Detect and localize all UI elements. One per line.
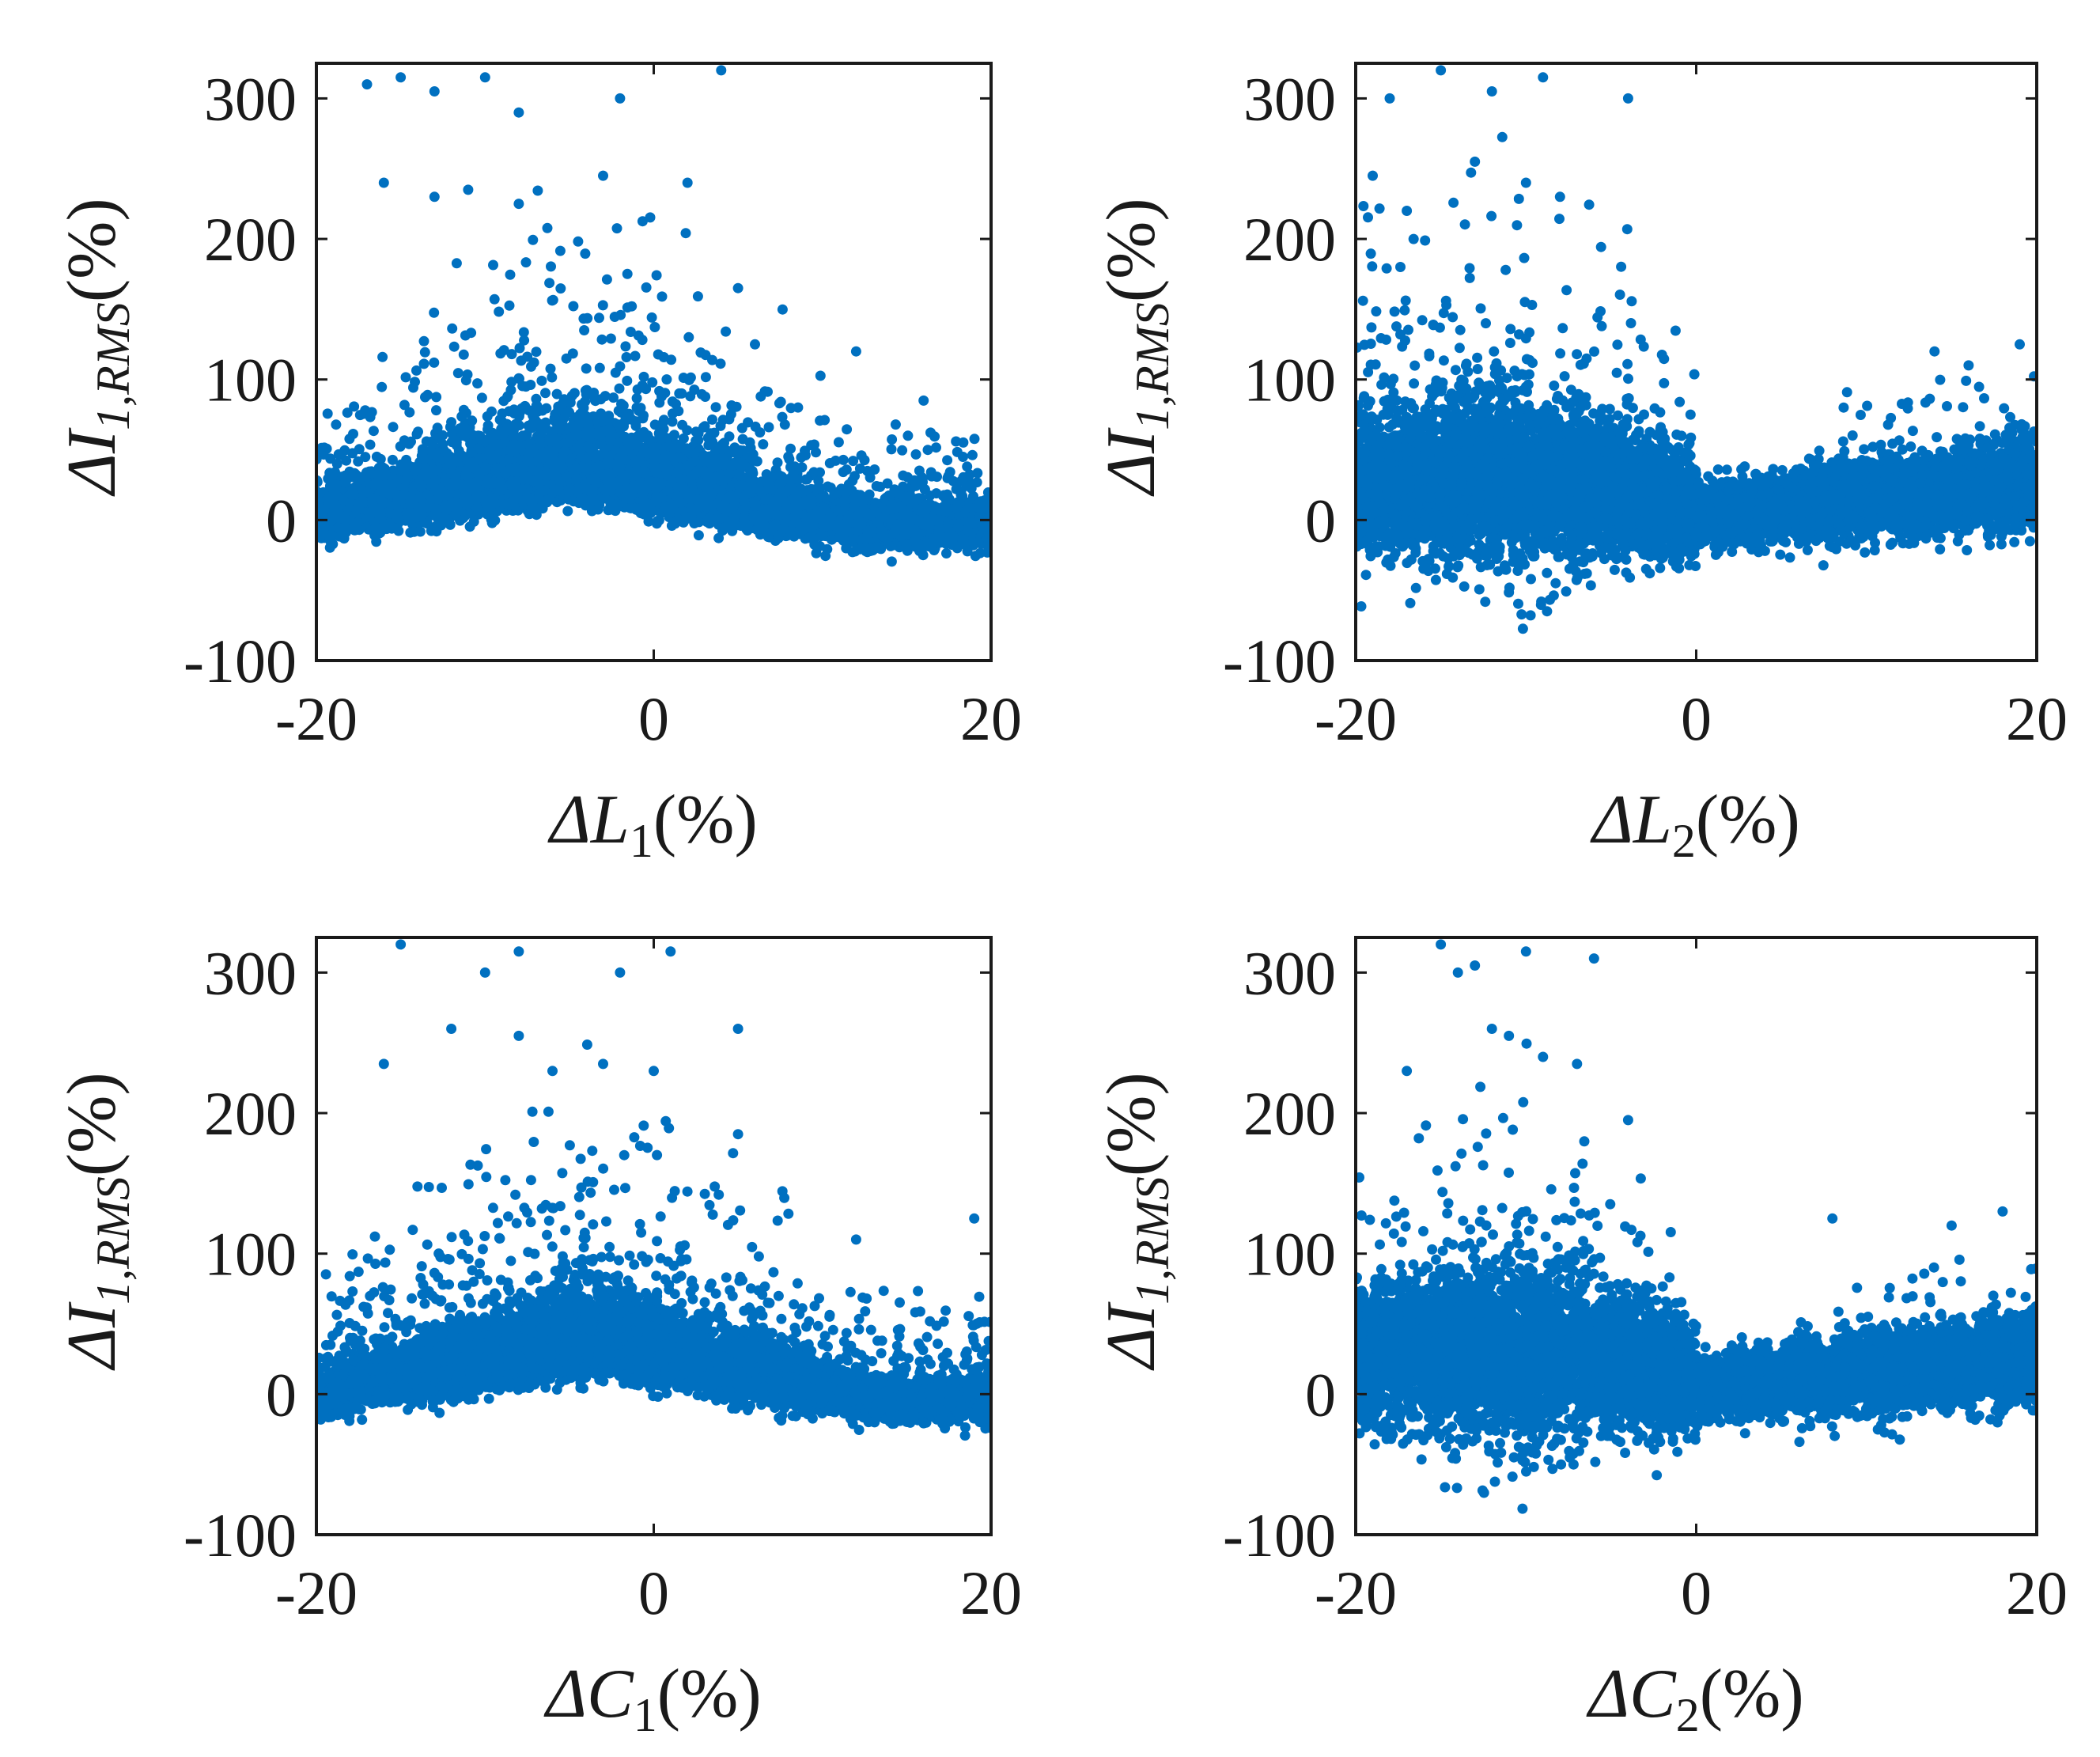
data-point xyxy=(545,363,556,374)
data-point xyxy=(605,333,616,344)
data-point xyxy=(568,301,579,312)
data-point xyxy=(462,369,473,380)
data-point xyxy=(887,434,898,445)
data-point xyxy=(368,426,379,437)
data-point xyxy=(561,353,572,364)
data-point xyxy=(970,551,981,562)
data-point xyxy=(784,453,795,464)
data-point xyxy=(625,327,636,337)
data-point xyxy=(365,439,376,450)
data-point xyxy=(683,374,694,385)
data-point xyxy=(431,405,441,416)
data-point xyxy=(504,300,515,311)
data-point xyxy=(942,472,953,483)
data-point xyxy=(349,401,360,412)
data-point xyxy=(486,406,497,417)
data-point xyxy=(967,449,978,460)
data-point xyxy=(551,388,562,399)
data-point xyxy=(838,467,849,478)
data-point xyxy=(646,312,657,323)
data-point xyxy=(706,428,717,439)
data-point xyxy=(962,461,973,472)
data-point xyxy=(886,444,897,455)
data-point xyxy=(554,245,566,256)
data-point xyxy=(676,388,687,399)
data-point xyxy=(472,378,483,389)
data-point xyxy=(848,456,859,467)
data-point xyxy=(600,391,611,402)
data-point xyxy=(647,377,658,388)
data-point xyxy=(654,397,665,408)
data-point xyxy=(622,268,633,279)
data-point xyxy=(620,341,631,352)
data-point xyxy=(890,419,901,430)
data-point xyxy=(547,372,558,383)
data-point xyxy=(526,361,536,372)
data-point xyxy=(388,422,399,433)
data-point xyxy=(387,454,398,465)
data-point xyxy=(931,442,941,453)
data-point xyxy=(680,228,691,239)
data-point xyxy=(531,346,542,358)
data-point xyxy=(596,334,607,345)
data-point xyxy=(452,368,464,379)
data-point xyxy=(910,449,921,460)
data-points xyxy=(316,65,991,567)
data-point xyxy=(536,375,547,386)
data-point xyxy=(859,455,870,466)
data-point xyxy=(573,236,584,247)
data-point xyxy=(451,258,462,269)
data-point xyxy=(922,445,933,456)
data-point xyxy=(540,388,551,399)
data-point xyxy=(419,346,430,358)
data-point xyxy=(971,477,982,488)
data-point xyxy=(942,455,953,466)
data-point xyxy=(488,259,498,271)
data-point xyxy=(506,349,517,360)
data-point xyxy=(658,423,669,434)
data-point xyxy=(820,551,831,562)
data-point xyxy=(494,306,505,317)
data-point xyxy=(660,388,671,399)
data-point xyxy=(532,185,543,196)
data-point xyxy=(649,419,660,430)
data-point xyxy=(969,434,980,445)
data-point xyxy=(682,425,693,436)
data-point xyxy=(897,445,908,456)
data-point xyxy=(528,234,539,245)
data-point xyxy=(779,419,790,430)
data-point xyxy=(581,363,592,374)
data-point xyxy=(518,327,529,338)
data-point xyxy=(630,350,641,362)
data-point xyxy=(710,402,721,413)
data-point xyxy=(347,448,358,459)
data-point xyxy=(847,475,858,486)
data-point xyxy=(431,392,442,403)
data-point xyxy=(689,384,700,396)
data-point xyxy=(376,381,388,392)
data-point xyxy=(645,212,656,223)
data-point xyxy=(562,506,573,517)
data-point xyxy=(597,300,608,311)
data-point xyxy=(929,431,940,442)
data-point xyxy=(777,304,788,315)
data-point xyxy=(669,430,679,441)
data-point xyxy=(432,422,443,434)
data-point xyxy=(621,352,632,362)
data-point xyxy=(661,374,672,385)
data-point xyxy=(544,278,555,289)
data-point xyxy=(555,283,566,294)
data-point xyxy=(972,468,983,479)
data-point xyxy=(411,365,422,376)
data-point xyxy=(377,351,388,362)
data-point xyxy=(341,455,352,466)
data-point xyxy=(331,419,342,430)
data-point xyxy=(824,458,835,468)
data-point xyxy=(811,447,821,458)
data-point xyxy=(743,417,754,428)
